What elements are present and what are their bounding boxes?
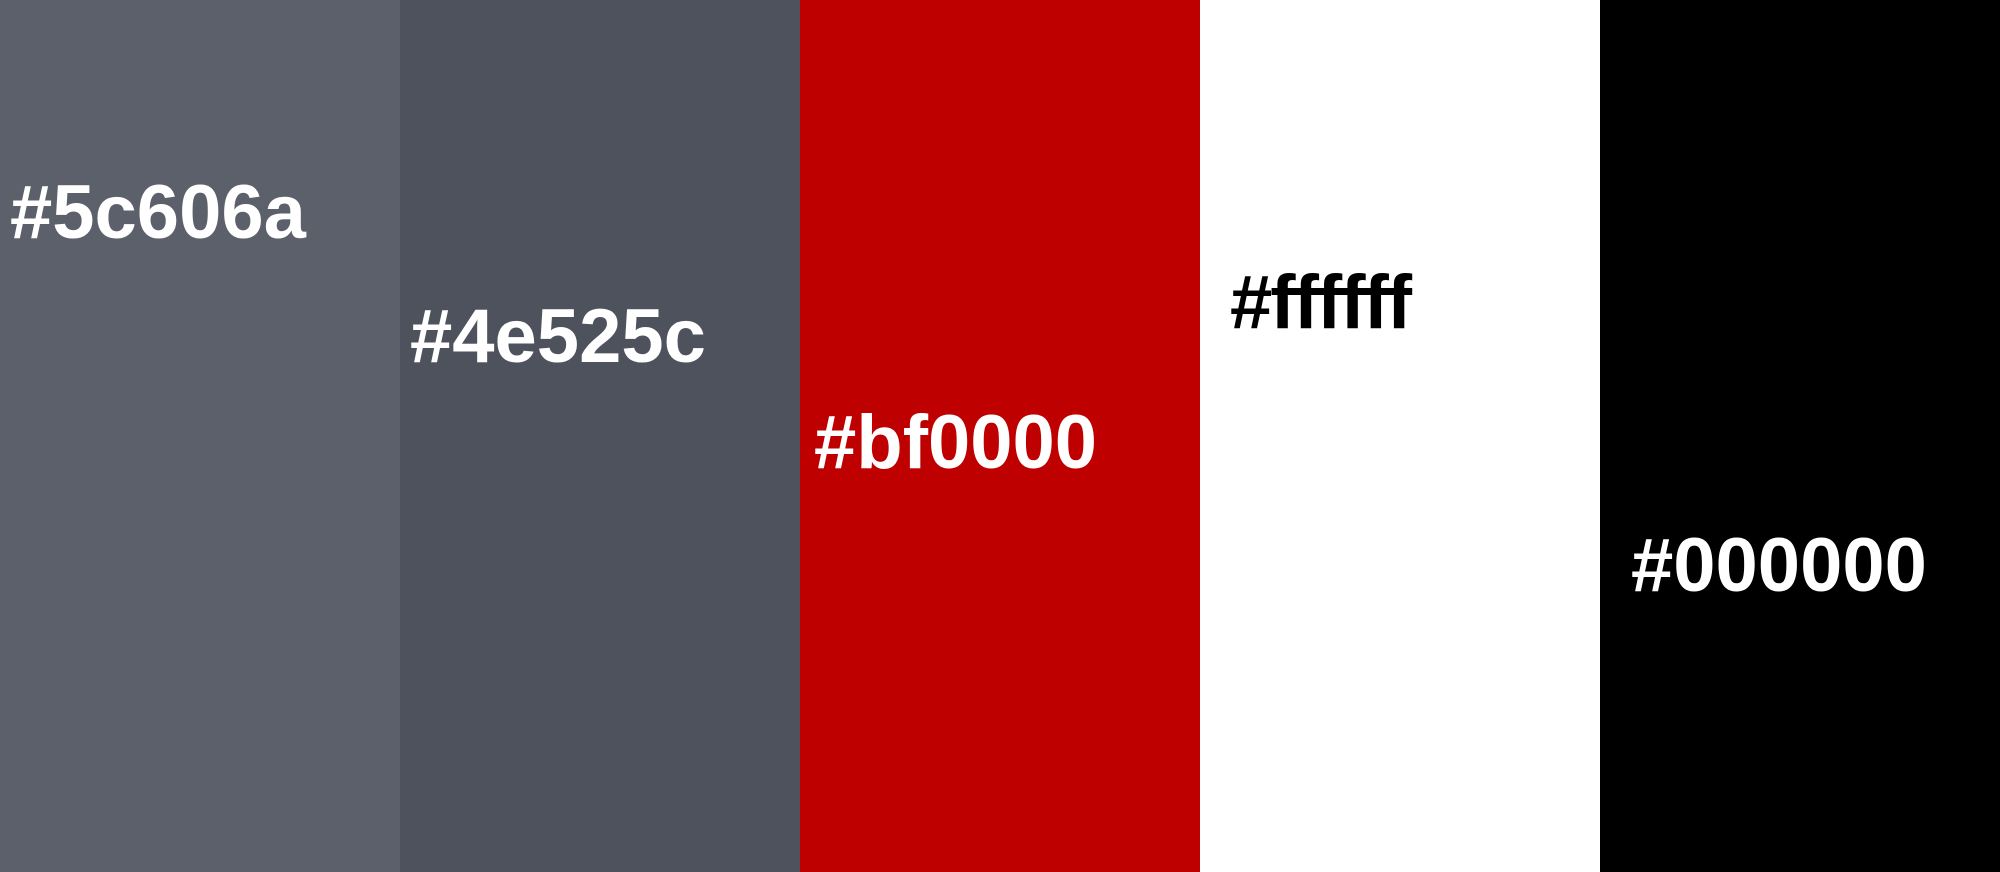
color-swatch: #ffffff <box>1200 0 1600 872</box>
swatch-hex-label: #bf0000 <box>814 400 1098 485</box>
color-swatch: #bf0000 <box>800 0 1200 872</box>
color-swatch: #5c606a <box>0 0 400 872</box>
swatch-hex-label: #5c606a <box>10 170 306 255</box>
swatch-hex-label: #4e525c <box>410 294 706 379</box>
color-swatch: #000000 <box>1600 0 2000 872</box>
color-swatch: #4e525c <box>400 0 800 872</box>
swatch-hex-label: #ffffff <box>1230 260 1412 345</box>
swatch-hex-label: #000000 <box>1631 523 1927 608</box>
